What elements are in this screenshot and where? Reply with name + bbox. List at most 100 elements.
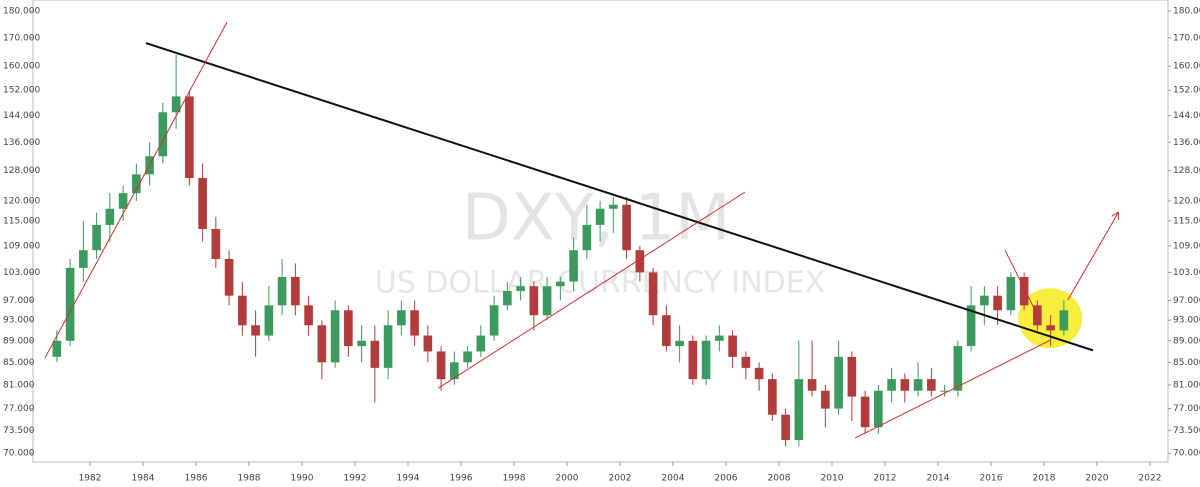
candle-body	[887, 379, 896, 391]
candle-body	[648, 272, 658, 316]
x-tick-label: 2010	[821, 474, 844, 484]
y-tick-label-right: 180.000	[1173, 7, 1200, 17]
candle-body	[821, 390, 830, 409]
y-tick-label-right: 73.500	[1173, 426, 1200, 436]
candle-body	[542, 286, 552, 316]
y-tick-label: 160.000	[3, 62, 40, 72]
candle-body	[79, 250, 88, 268]
candle-body	[503, 290, 512, 306]
watermark-subtitle: US DOLLAR CURRENCY INDEX	[375, 266, 825, 301]
candle-body	[715, 335, 724, 341]
y-tick-label: 70.000	[3, 449, 35, 459]
y-tick-label-right: 115.000	[1173, 216, 1200, 226]
candle-body	[224, 258, 234, 296]
trend-line	[437, 191, 746, 389]
candle-body	[132, 174, 141, 194]
x-tick-label: 1988	[238, 474, 261, 484]
candle-body	[609, 204, 618, 209]
y-tick-label: 180.000	[3, 7, 40, 17]
candle-body	[860, 396, 870, 428]
candle-body	[397, 310, 406, 326]
candle-body	[1059, 310, 1069, 331]
candle-body	[211, 229, 221, 259]
candle-body	[357, 340, 366, 347]
candle-body	[834, 356, 843, 409]
y-tick-label-right: 93.000	[1173, 316, 1200, 326]
y-tick-label: 109.000	[3, 241, 40, 251]
y-tick-label-right: 103.000	[1173, 268, 1200, 278]
x-tick-label: 2022	[1139, 474, 1162, 484]
candle-body	[105, 208, 115, 225]
candle-body	[754, 367, 764, 380]
x-tick-label: 2016	[980, 474, 1003, 484]
candle-body	[556, 281, 565, 287]
candle-body	[436, 351, 446, 380]
y-tick-label-right: 77.000	[1173, 404, 1200, 414]
candle-body	[423, 335, 433, 352]
candle-body	[728, 335, 737, 357]
candle-body	[489, 305, 499, 336]
y-tick-label: 136.000	[3, 138, 40, 148]
y-tick-label-right: 170.000	[1173, 33, 1200, 43]
y-tick-label-right: 85.000	[1173, 358, 1200, 368]
candle-body	[330, 310, 340, 363]
candle-body	[794, 379, 804, 441]
x-tick-label: 2020	[1086, 474, 1109, 484]
candle-body	[158, 112, 168, 157]
candle-body	[688, 340, 698, 380]
candle-body	[529, 286, 539, 316]
y-tick-label-right: 128.000	[1173, 166, 1200, 176]
candle-body	[1019, 276, 1029, 306]
candle-body	[171, 96, 181, 113]
candle-body	[1006, 276, 1016, 311]
candle-body	[675, 340, 684, 347]
y-tick-label: 120.000	[3, 196, 40, 206]
y-tick-label: 115.000	[3, 216, 40, 226]
x-tick-label: 1982	[79, 474, 102, 484]
x-tick-label: 1986	[185, 474, 208, 484]
y-tick-label: 81.000	[3, 380, 35, 390]
candle-body	[1046, 325, 1055, 331]
trend-line	[1067, 213, 1118, 301]
y-tick-label-right: 81.000	[1173, 380, 1200, 390]
candle-body	[370, 340, 380, 368]
y-tick-label: 97.000	[3, 296, 35, 306]
candle-body	[304, 305, 313, 326]
candle-body	[516, 286, 525, 291]
y-tick-label: 89.000	[3, 336, 35, 346]
candle-body	[913, 379, 923, 391]
candle-body	[953, 346, 963, 391]
x-tick-label: 1984	[132, 474, 155, 484]
candle-body	[317, 325, 327, 363]
plot-frame	[32, 0, 1169, 463]
candle-body	[450, 362, 459, 380]
candle-body	[92, 224, 101, 251]
x-tick-label: 2006	[715, 474, 738, 484]
trend-line	[145, 42, 1094, 352]
y-tick-label: 85.000	[3, 358, 35, 368]
x-tick-label: 1998	[503, 474, 526, 484]
x-tick-label: 2012	[874, 474, 897, 484]
trend-line	[44, 21, 228, 359]
x-tick-label: 2008	[768, 474, 791, 484]
candle-body	[264, 305, 274, 336]
candle-body	[65, 267, 75, 341]
candle-body	[291, 276, 300, 306]
x-tick-label: 2004	[662, 474, 685, 484]
candle-body	[662, 315, 671, 347]
y-tick-label-right: 97.000	[1173, 296, 1200, 306]
y-tick-label: 73.500	[3, 426, 35, 436]
candle-body	[410, 310, 419, 336]
candle-body	[940, 390, 949, 392]
y-tick-label: 152.000	[3, 86, 40, 96]
y-tick-label-right: 109.000	[1173, 241, 1200, 251]
candle-body	[277, 276, 287, 306]
y-tick-label: 93.000	[3, 316, 35, 326]
candle-body	[768, 379, 777, 415]
candle-body	[635, 250, 645, 273]
y-tick-label-right: 70.000	[1173, 449, 1200, 459]
candle-body	[582, 224, 592, 251]
candle-body	[741, 356, 751, 368]
candle-body	[701, 340, 711, 380]
